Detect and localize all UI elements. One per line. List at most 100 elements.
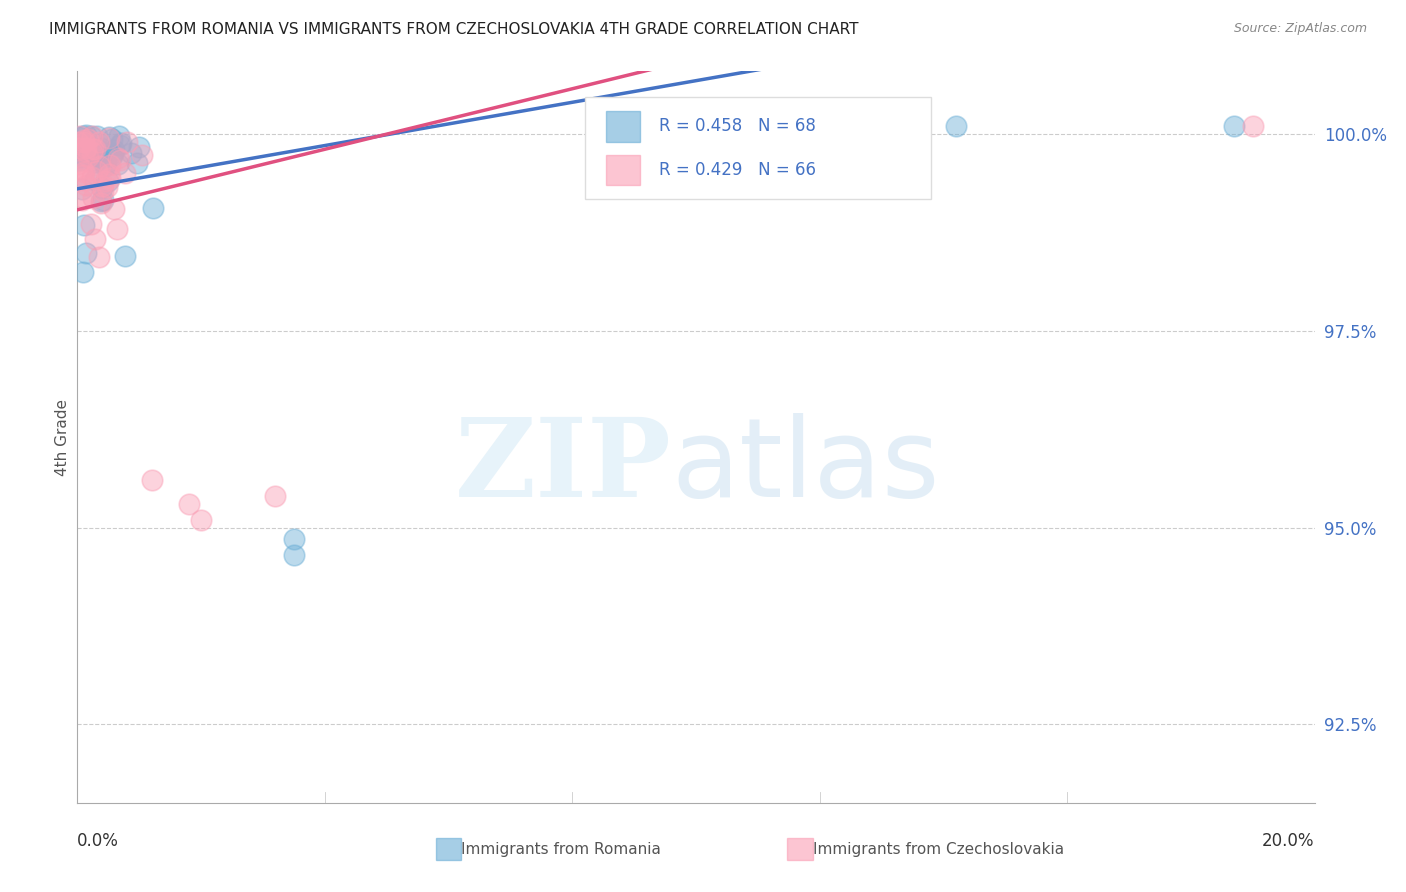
Point — [125, 156, 148, 170]
Point — [110, 136, 132, 150]
Point — [91, 181, 114, 195]
Point — [86, 128, 108, 143]
Point — [84, 172, 107, 186]
Point — [80, 129, 103, 144]
Point — [87, 135, 110, 149]
Point — [97, 174, 120, 188]
Point — [142, 201, 165, 215]
Point — [716, 120, 738, 134]
Point — [87, 250, 110, 264]
Point — [105, 221, 128, 235]
Point — [69, 128, 91, 143]
Point — [73, 165, 96, 179]
Point — [177, 497, 200, 511]
Point — [77, 140, 100, 154]
Point — [70, 193, 93, 207]
Point — [108, 153, 131, 168]
Point — [107, 151, 129, 165]
Point — [91, 184, 114, 198]
Point — [72, 265, 94, 279]
Point — [94, 174, 117, 188]
Point — [141, 473, 163, 487]
Point — [89, 159, 111, 173]
Point — [98, 129, 121, 144]
Point — [72, 218, 94, 232]
Point — [80, 128, 103, 143]
Point — [90, 141, 112, 155]
Point — [84, 155, 107, 169]
Y-axis label: 4th Grade: 4th Grade — [55, 399, 70, 475]
Point — [67, 135, 90, 149]
Point — [945, 120, 967, 134]
Point — [72, 129, 94, 144]
Point — [75, 145, 97, 159]
Point — [80, 217, 103, 231]
Point — [89, 145, 111, 159]
Text: atlas: atlas — [671, 413, 939, 520]
Text: Immigrants from Czechoslovakia: Immigrants from Czechoslovakia — [813, 842, 1064, 856]
Point — [77, 132, 100, 146]
Point — [75, 178, 97, 192]
Point — [100, 171, 122, 186]
FancyBboxPatch shape — [606, 154, 640, 186]
Text: IMMIGRANTS FROM ROMANIA VS IMMIGRANTS FROM CZECHOSLOVAKIA 4TH GRADE CORRELATION : IMMIGRANTS FROM ROMANIA VS IMMIGRANTS FR… — [49, 22, 859, 37]
FancyBboxPatch shape — [606, 111, 640, 142]
Point — [76, 136, 98, 151]
Point — [82, 142, 104, 156]
Point — [283, 548, 305, 562]
Point — [80, 169, 103, 184]
Point — [86, 164, 108, 178]
Point — [84, 150, 107, 164]
Point — [72, 169, 94, 183]
Point — [70, 150, 93, 164]
Point — [73, 135, 96, 149]
Point — [70, 145, 93, 159]
Point — [84, 142, 107, 156]
Point — [80, 141, 103, 155]
Point — [70, 161, 93, 176]
Point — [120, 145, 142, 160]
Point — [114, 166, 136, 180]
Text: 20.0%: 20.0% — [1263, 832, 1315, 850]
Point — [90, 194, 112, 208]
Point — [67, 153, 90, 167]
Point — [67, 140, 90, 154]
Point — [98, 131, 121, 145]
Point — [73, 191, 96, 205]
Point — [101, 146, 124, 161]
Text: ZIP: ZIP — [454, 413, 671, 520]
Point — [264, 489, 287, 503]
Text: R = 0.458   N = 68: R = 0.458 N = 68 — [659, 117, 815, 136]
Point — [82, 191, 104, 205]
Point — [86, 147, 108, 161]
Point — [75, 138, 97, 153]
Point — [73, 132, 96, 146]
Point — [75, 141, 97, 155]
Point — [107, 128, 129, 143]
Point — [101, 149, 124, 163]
Point — [91, 178, 114, 193]
Point — [103, 143, 125, 157]
Point — [83, 143, 105, 157]
Point — [70, 182, 93, 196]
Point — [90, 153, 112, 168]
Point — [100, 132, 122, 146]
Point — [73, 173, 96, 187]
Point — [94, 156, 117, 170]
Point — [77, 139, 100, 153]
Point — [131, 147, 153, 161]
Point — [90, 196, 112, 211]
Point — [69, 138, 91, 153]
Point — [108, 138, 131, 153]
Point — [67, 157, 90, 171]
Point — [69, 138, 91, 153]
Point — [75, 246, 97, 260]
Point — [190, 513, 212, 527]
Point — [69, 136, 91, 151]
Point — [98, 158, 121, 172]
Text: R = 0.429   N = 66: R = 0.429 N = 66 — [659, 161, 815, 179]
Point — [114, 248, 136, 262]
Point — [283, 533, 305, 547]
Point — [91, 194, 114, 208]
Point — [98, 167, 121, 181]
